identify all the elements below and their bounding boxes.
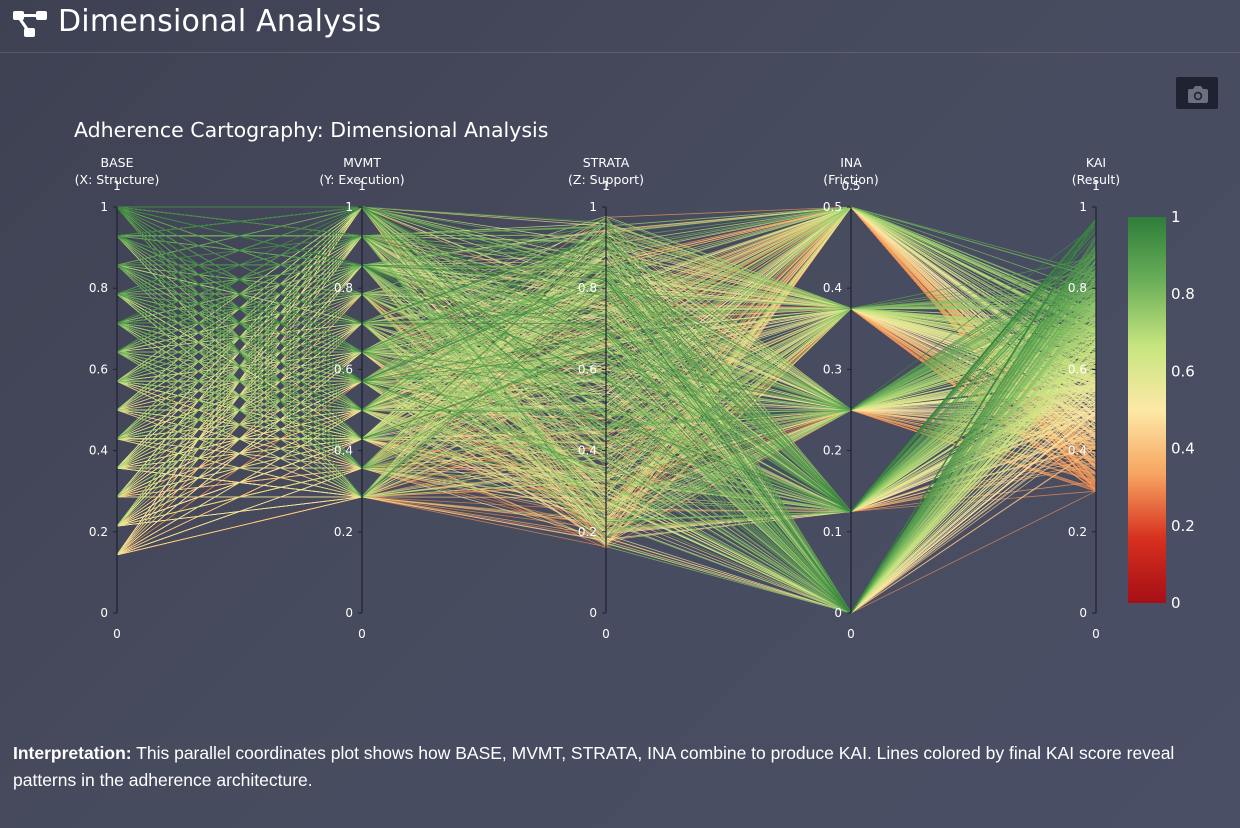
interpretation-note: Interpretation: This parallel coordinate… [13, 740, 1228, 794]
tick-label: 0.6 [1068, 362, 1087, 376]
axis-range-max: 1 [358, 179, 366, 193]
panel-title: Dimensional Analysis [58, 4, 382, 39]
tick-label: 0 [834, 606, 842, 620]
axis-title: MVMT [343, 155, 381, 170]
axis-title: BASE [101, 155, 134, 170]
axis-range-min: 0 [358, 627, 366, 641]
colorbar-tick-label: 0.6 [1171, 362, 1195, 380]
axis-subtitle: (X: Structure) [75, 172, 160, 187]
tick-label: 0.8 [1068, 281, 1087, 295]
tick-label: 0 [589, 606, 597, 620]
axis-subtitle: (Z: Support) [568, 172, 644, 187]
tick-label: 0.1 [823, 525, 842, 539]
tick-label: 0.4 [89, 444, 108, 458]
axis-title: KAI [1086, 155, 1106, 170]
axis-title: STRATA [583, 155, 630, 170]
colorbar: 1 0.8 0.6 0.4 0.2 0 [1128, 208, 1195, 612]
tick-label: 0.8 [578, 281, 597, 295]
interpretation-label: Interpretation: [13, 743, 132, 763]
hierarchy-icon [13, 11, 47, 37]
axis-range-max: 1 [113, 179, 121, 193]
tick-label: 0 [1079, 606, 1087, 620]
axis-range-min: 0 [847, 627, 855, 641]
colorbar-tick-label: 0.8 [1171, 285, 1195, 303]
tick-label: 0.6 [578, 362, 597, 376]
tick-label: 0.4 [1068, 444, 1087, 458]
tick-label: 0.2 [89, 525, 108, 539]
tick-label: 0.8 [89, 281, 108, 295]
tick-label: 0.3 [823, 362, 842, 376]
axis-subtitle: (Result) [1072, 172, 1120, 187]
tick-label: 0.5 [823, 200, 842, 214]
colorbar-gradient [1128, 217, 1166, 603]
tick-label: 0 [100, 606, 108, 620]
axis-range-min: 0 [602, 627, 610, 641]
tick-label: 1 [100, 200, 108, 214]
chart-title: Adherence Cartography: Dimensional Analy… [74, 118, 549, 142]
axis-range-max: 1 [1092, 179, 1100, 193]
tick-label: 1 [1079, 200, 1087, 214]
tick-label: 0.2 [823, 444, 842, 458]
tick-label: 0.2 [578, 525, 597, 539]
colorbar-tick-label: 0.2 [1171, 517, 1195, 535]
tick-label: 0.4 [823, 281, 842, 295]
axis-range-min: 0 [113, 627, 121, 641]
camera-icon [1188, 86, 1208, 103]
tick-label: 0.6 [89, 362, 108, 376]
tick-label: 0.4 [334, 444, 353, 458]
tick-label: 1 [589, 200, 597, 214]
interpretation-text: This parallel coordinates plot shows how… [13, 743, 1175, 790]
colorbar-tick-label: 0 [1171, 594, 1181, 612]
colorbar-tick-label: 1 [1171, 208, 1181, 226]
axis-title: INA [840, 155, 862, 170]
tick-label: 0.6 [334, 362, 353, 376]
axis-subtitle: (Y: Execution) [319, 172, 404, 187]
tick-label: 0.2 [334, 525, 353, 539]
panel-header: Dimensional Analysis [0, 0, 1240, 53]
axis-subtitle: (Friction) [823, 172, 878, 187]
axis-range-max: 1 [602, 179, 610, 193]
colorbar-tick-label: 0.4 [1171, 440, 1195, 458]
tick-label: 0.4 [578, 444, 597, 458]
tick-label: 1 [345, 200, 353, 214]
axis-range-min: 0 [1092, 627, 1100, 641]
tick-label: 0.8 [334, 281, 353, 295]
tick-label: 0 [345, 606, 353, 620]
tick-label: 0.2 [1068, 525, 1087, 539]
axis-range-max: 0.5 [841, 179, 860, 193]
download-plot-button[interactable] [1176, 77, 1218, 109]
